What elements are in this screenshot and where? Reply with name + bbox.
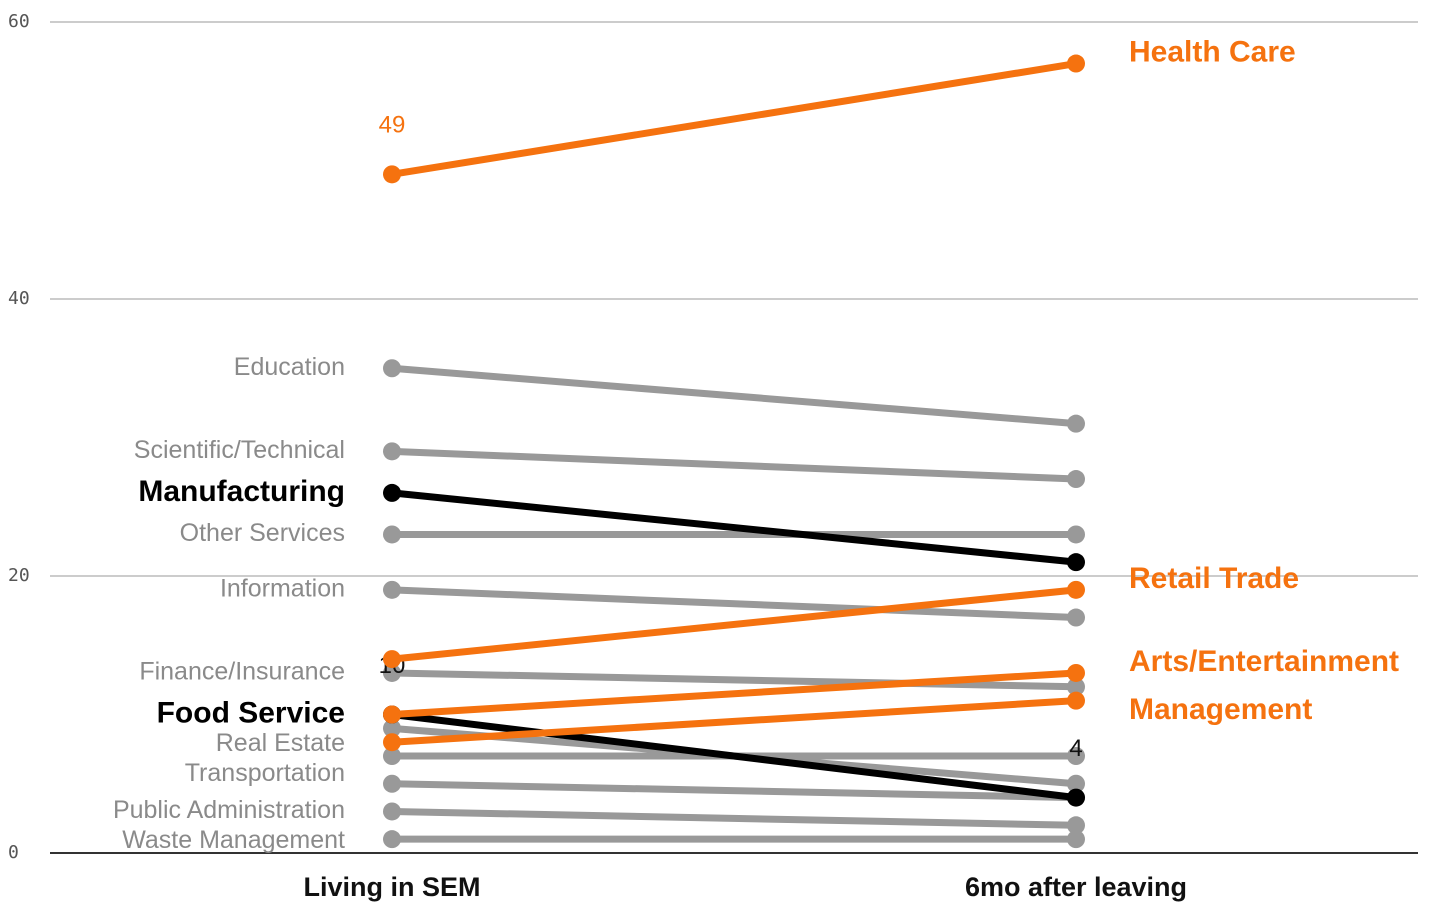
point bbox=[1067, 663, 1085, 682]
point bbox=[1067, 608, 1085, 627]
point bbox=[1067, 553, 1085, 572]
slope-line bbox=[391, 780, 1077, 802]
point bbox=[383, 442, 401, 461]
point bbox=[1067, 691, 1085, 710]
series-label: Retail Trade bbox=[1129, 562, 1299, 595]
series-label: Finance/Insurance bbox=[139, 658, 345, 686]
point bbox=[1067, 774, 1085, 793]
point bbox=[1067, 830, 1085, 849]
slope-line bbox=[391, 447, 1077, 483]
slope-line bbox=[391, 60, 1077, 178]
series-label: Transportation bbox=[185, 759, 345, 787]
point bbox=[1067, 414, 1085, 433]
series-label: Waste Management bbox=[122, 826, 345, 854]
series-label: Public Administration bbox=[113, 796, 345, 824]
slope-line bbox=[391, 586, 1077, 663]
point bbox=[383, 663, 401, 682]
series-label: Arts/Entertainment bbox=[1129, 645, 1399, 678]
x-tick-label: 6mo after leaving bbox=[965, 872, 1187, 902]
point bbox=[1067, 747, 1085, 766]
series-label: Food Service bbox=[157, 696, 345, 729]
point bbox=[1067, 525, 1085, 544]
point bbox=[1067, 580, 1085, 599]
value-label: 49 bbox=[379, 112, 406, 139]
point bbox=[383, 747, 401, 766]
series-label: Other Services bbox=[180, 519, 345, 547]
series-label: Scientific/Technical bbox=[134, 436, 345, 464]
series-label: Health Care bbox=[1129, 35, 1296, 68]
y-tick-label: 0 bbox=[8, 842, 19, 863]
point bbox=[383, 580, 401, 599]
point bbox=[383, 165, 401, 184]
point bbox=[383, 525, 401, 544]
y-tick-label: 60 bbox=[8, 11, 30, 32]
value-label: 4 bbox=[1069, 735, 1082, 762]
slope-line bbox=[391, 586, 1077, 622]
point bbox=[383, 802, 401, 821]
point bbox=[1067, 788, 1085, 807]
slope-line bbox=[391, 364, 1077, 428]
point bbox=[383, 705, 401, 724]
y-tick-label: 40 bbox=[8, 288, 30, 309]
point bbox=[1067, 816, 1085, 835]
point bbox=[383, 719, 401, 738]
series-label: Education bbox=[234, 353, 345, 381]
point bbox=[1067, 470, 1085, 489]
point bbox=[1067, 677, 1085, 696]
series-label: Real Estate bbox=[216, 729, 345, 757]
point bbox=[383, 483, 401, 502]
slope-line bbox=[391, 669, 1077, 718]
series-label: Information bbox=[220, 574, 345, 602]
point bbox=[383, 733, 401, 752]
point bbox=[383, 359, 401, 378]
slope-line bbox=[391, 711, 1077, 802]
slope-line bbox=[391, 697, 1077, 746]
series-label: Management bbox=[1129, 693, 1312, 726]
point bbox=[1067, 54, 1085, 73]
slope-line bbox=[391, 489, 1077, 566]
point bbox=[383, 650, 401, 669]
slope-line bbox=[391, 807, 1077, 829]
point bbox=[383, 774, 401, 793]
x-tick-label: Living in SEM bbox=[303, 872, 480, 902]
slope-line bbox=[391, 669, 1077, 691]
series-label: Manufacturing bbox=[138, 475, 345, 508]
point bbox=[383, 830, 401, 849]
y-tick-label: 20 bbox=[8, 565, 30, 586]
